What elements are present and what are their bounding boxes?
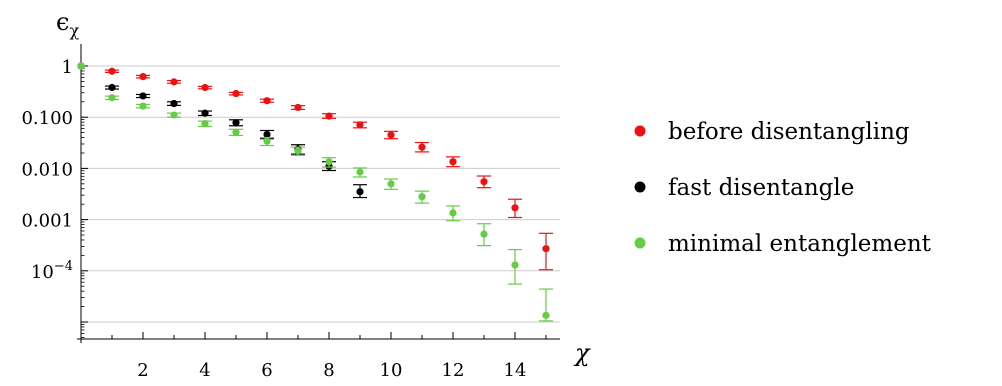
data-point bbox=[418, 193, 426, 201]
y-axis-title: ϵχ bbox=[56, 8, 79, 40]
data-point bbox=[170, 99, 178, 108]
data-point bbox=[511, 204, 519, 212]
y-tick-label-2: 0.010 bbox=[21, 159, 73, 180]
data-point bbox=[387, 131, 395, 139]
series-minimal-entanglement bbox=[77, 62, 553, 322]
x-axis-title: χ bbox=[573, 339, 591, 367]
data-point bbox=[356, 168, 364, 176]
data-point bbox=[108, 94, 116, 102]
data-point bbox=[139, 73, 147, 81]
data-point bbox=[139, 102, 147, 110]
x-tick-label-3: 8 bbox=[323, 360, 334, 381]
series-fast-disentangle bbox=[77, 62, 367, 199]
data-point bbox=[232, 128, 240, 136]
data-point bbox=[387, 180, 395, 188]
legend-marker-1 bbox=[634, 181, 646, 193]
data-point bbox=[201, 83, 209, 92]
data-point bbox=[542, 311, 550, 319]
axes: 1 0.100 0.010 0.001 10−4 2 4 6 8 10 12 14 bbox=[21, 44, 560, 381]
y-tick-label-3: 0.001 bbox=[21, 211, 73, 232]
legend-marker-2 bbox=[634, 237, 646, 249]
y-axis-title-main: ϵ bbox=[56, 8, 69, 36]
x-tick-label-0: 2 bbox=[137, 360, 148, 381]
data-point bbox=[232, 89, 240, 98]
data-point bbox=[356, 121, 364, 129]
data-point bbox=[263, 130, 271, 139]
data-series bbox=[77, 62, 553, 322]
data-point bbox=[480, 178, 488, 186]
y-axis-title-sub: χ bbox=[69, 21, 79, 40]
y-tick-label-exponent: −4 bbox=[54, 259, 73, 274]
data-point bbox=[108, 67, 116, 75]
data-point bbox=[294, 147, 302, 155]
data-point bbox=[449, 209, 457, 217]
legend-label-0: before disentangling bbox=[668, 119, 910, 145]
data-point bbox=[232, 119, 240, 127]
data-point bbox=[356, 188, 364, 196]
data-point bbox=[108, 83, 116, 92]
legend-label-1: fast disentangle bbox=[668, 175, 854, 201]
x-tick-label-5: 12 bbox=[442, 360, 465, 381]
x-tick-label-1: 4 bbox=[199, 360, 210, 381]
data-point bbox=[263, 97, 271, 105]
data-point bbox=[480, 230, 488, 238]
x-tick-label-4: 10 bbox=[380, 360, 403, 381]
legend-marker-0 bbox=[634, 125, 646, 137]
y-tick-label-1: 0.100 bbox=[21, 108, 73, 129]
series-before-disentangling bbox=[77, 62, 553, 271]
data-point bbox=[294, 103, 302, 112]
data-point bbox=[511, 261, 519, 269]
data-point bbox=[170, 111, 178, 119]
data-point bbox=[170, 78, 178, 86]
y-tick-label-4: 10−4 bbox=[31, 259, 73, 283]
data-point bbox=[201, 119, 209, 128]
x-tick-label-2: 6 bbox=[261, 360, 272, 381]
data-point bbox=[418, 143, 426, 151]
data-point bbox=[325, 112, 333, 120]
x-tick-label-6: 14 bbox=[504, 360, 527, 381]
data-point bbox=[325, 158, 333, 166]
legend: before disentangling fast disentangle mini… bbox=[634, 119, 932, 257]
data-point bbox=[542, 245, 550, 253]
data-point bbox=[77, 62, 85, 70]
legend-label-2: minimal entanglement bbox=[668, 231, 932, 257]
data-point bbox=[201, 109, 209, 117]
grid-lines bbox=[81, 65, 560, 323]
y-tick-label-0: 1 bbox=[62, 57, 73, 78]
data-point bbox=[263, 137, 271, 145]
data-point bbox=[449, 158, 457, 166]
data-point bbox=[139, 92, 147, 100]
